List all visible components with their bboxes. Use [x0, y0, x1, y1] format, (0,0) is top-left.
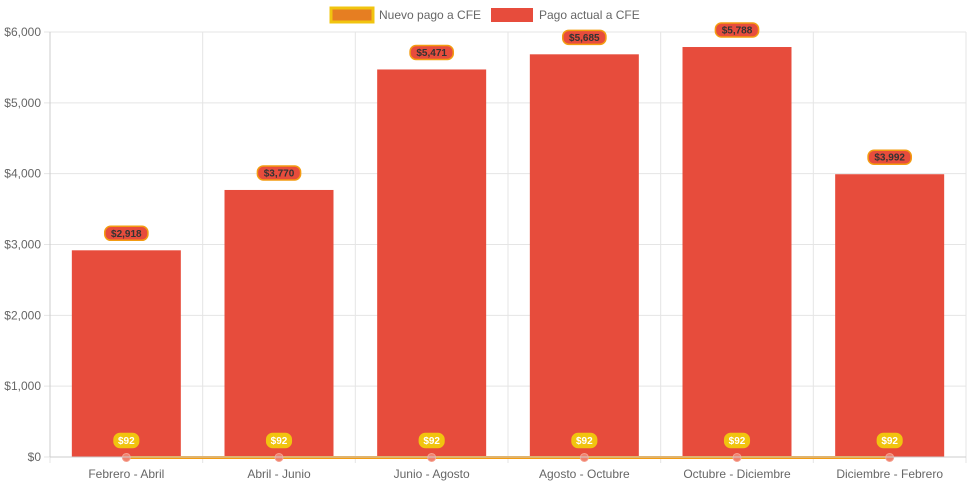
bar-value-label: $3,770	[256, 165, 302, 181]
line-value-label: $92	[876, 432, 903, 449]
x-tick-label: Agosto - Octubre	[539, 467, 630, 481]
line-value-label-bg	[418, 432, 445, 449]
bar-value-label-bg	[714, 22, 760, 38]
bar-value-label-bg	[409, 44, 455, 61]
bar-value-label: $5,471	[409, 44, 455, 61]
bar-value-label-text: $3,992	[874, 153, 905, 164]
bar-layer	[71, 47, 945, 458]
data-label-layer: $2,918 $3,770 $5,471 $5,685 $5,788 $3,992 $92 $…	[103, 22, 913, 449]
y-tick-label: $5,000	[4, 96, 41, 110]
y-tick-label: $2,000	[4, 308, 41, 322]
bar-value-label-text: $5,788	[722, 26, 753, 37]
x-tick-label: Octubre - Diciembre	[683, 467, 791, 481]
line-value-label-bg	[265, 432, 293, 449]
bar-value-label-text: $5,471	[416, 48, 447, 59]
y-tick-label: $0	[28, 450, 42, 464]
line-value-label-text: $92	[118, 436, 135, 447]
bar-value-label-text: $2,918	[111, 229, 142, 240]
bar-value-label: $2,918	[103, 225, 149, 242]
y-tick-label: $4,000	[4, 167, 41, 181]
bar[interactable]	[224, 189, 334, 458]
line-value-label-bg	[571, 432, 598, 449]
bar-value-label-text: $5,685	[569, 33, 600, 44]
bar[interactable]	[71, 250, 181, 457]
axis-layer: $0 $1,000 $2,000 $3,000 $4,000 $5,000 $6,000 Fe…	[4, 25, 966, 481]
bar-value-label-bg	[256, 165, 302, 181]
y-tick-label: $1,000	[4, 379, 41, 393]
line-value-label: $92	[571, 432, 598, 449]
bar-value-label: $3,992	[867, 149, 913, 165]
line-value-label-bg	[113, 432, 140, 449]
bar-value-label-bg	[867, 149, 913, 165]
line-value-label-text: $92	[881, 436, 898, 447]
bar[interactable]	[377, 69, 487, 458]
x-tick-label: Junio - Agosto	[394, 467, 470, 481]
legend: Nuevo pago a CFE Pago actual a CFE	[329, 6, 640, 24]
bar-value-label-bg	[103, 225, 149, 242]
legend-label-pago-actual[interactable]: Pago actual a CFE	[539, 8, 640, 22]
bar-value-label-bg	[561, 29, 607, 46]
bar[interactable]	[529, 54, 639, 457]
line-value-label: $92	[418, 432, 445, 449]
x-tick-label: Febrero - Abril	[88, 467, 164, 481]
line-value-label-bg	[876, 432, 903, 449]
bar-value-label: $5,685	[561, 29, 607, 46]
legend-swatch-nuevo-pago[interactable]	[329, 6, 375, 24]
line-value-label: $92	[265, 432, 293, 449]
line-value-label-text: $92	[576, 436, 593, 447]
grid-layer	[44, 31, 967, 463]
bar-value-label-text: $3,770	[264, 168, 295, 179]
y-tick-label: $6,000	[4, 25, 41, 39]
line-value-label-text: $92	[729, 436, 746, 447]
line-value-label: $92	[113, 432, 140, 449]
bar-value-label: $5,788	[714, 22, 760, 38]
y-tick-label: $3,000	[4, 238, 41, 252]
x-tick-label: Diciembre - Febrero	[836, 467, 943, 481]
line-value-label-text: $92	[423, 436, 440, 447]
legend-label-nuevo-pago[interactable]: Nuevo pago a CFE	[379, 8, 481, 22]
bar[interactable]	[682, 47, 792, 458]
bar[interactable]	[835, 174, 945, 457]
legend-swatch-pago-actual[interactable]	[491, 8, 533, 22]
line-value-label: $92	[723, 432, 751, 449]
x-tick-label: Abril - Junio	[247, 467, 311, 481]
line-value-label-bg	[723, 432, 751, 449]
line-value-label-text: $92	[271, 436, 288, 447]
